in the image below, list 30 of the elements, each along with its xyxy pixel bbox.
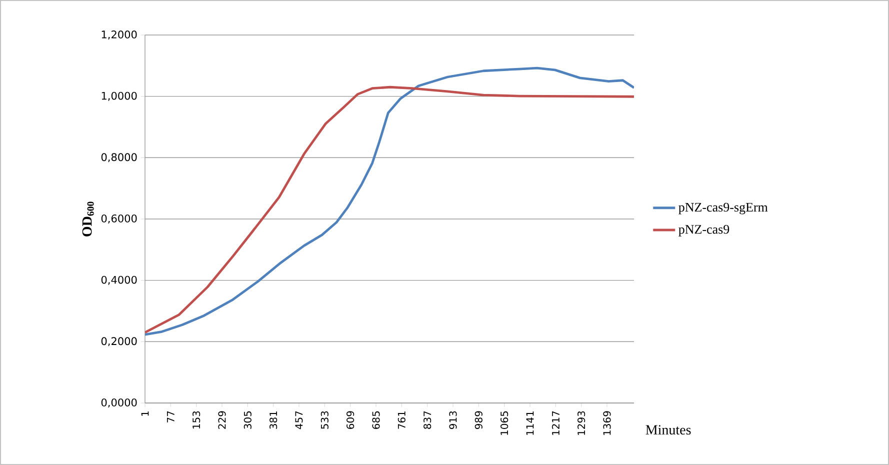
x-tick-label: 1141 (526, 411, 534, 435)
x-tick-label: 1065 (500, 411, 508, 435)
y-tick-label: 1,0000 (102, 92, 137, 101)
x-axis-title: Minutes (646, 425, 691, 435)
y-tick-label: 0,8000 (101, 153, 137, 162)
x-tick-label: 1217 (552, 411, 560, 435)
x-tick-label: 1369 (603, 411, 611, 435)
x-tick-label: 913 (449, 411, 457, 429)
y-tick-label: 0,0000 (101, 398, 137, 408)
x-tick-label: 685 (372, 411, 380, 429)
y-tick-label: 1,2000 (102, 30, 137, 40)
y-axis-title: OD$_{600}$ (82, 202, 94, 236)
x-tick-label: 1293 (578, 411, 586, 435)
legend-label: pNZ-cas9 (678, 224, 730, 236)
x-tick-label: 457 (295, 411, 303, 430)
x-tick-label: 989 (474, 411, 482, 429)
x-tick-label: 837 (424, 411, 432, 429)
x-tick-label: 381 (270, 411, 278, 429)
x-tick-label: 533 (320, 411, 328, 429)
y-tick-label: 0,6000 (101, 214, 137, 224)
x-tick-label: 77 (167, 411, 174, 422)
x-tick-label: 305 (244, 411, 252, 429)
x-tick-label: 1 (141, 411, 149, 416)
x-tick-label: 229 (218, 411, 226, 429)
legend-label: pNZ-cas9-sgErm (678, 202, 768, 214)
x-tick-label: 153 (192, 411, 200, 429)
x-tick-label: 609 (346, 411, 354, 429)
y-tick-label: 0,2000 (101, 337, 137, 346)
y-tick-label: 0,4000 (101, 276, 137, 285)
x-tick-label: 761 (398, 411, 406, 429)
